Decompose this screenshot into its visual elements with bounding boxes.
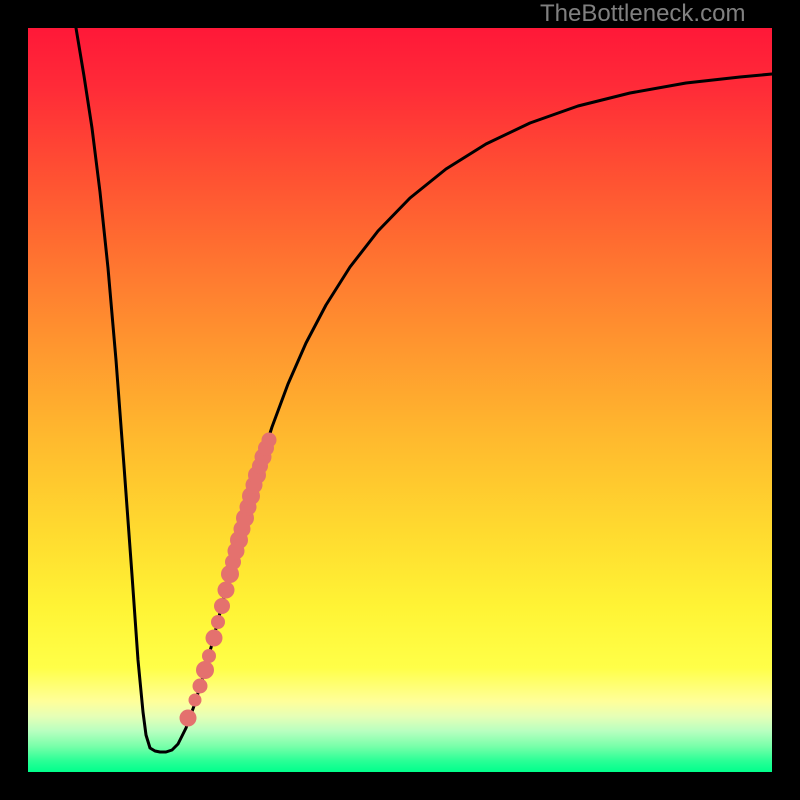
data-marker bbox=[218, 582, 235, 599]
data-marker bbox=[211, 615, 225, 629]
chart-overlay bbox=[0, 0, 800, 800]
data-marker bbox=[196, 661, 214, 679]
data-marker bbox=[189, 694, 202, 707]
data-marker bbox=[214, 598, 230, 614]
data-marker bbox=[193, 679, 208, 694]
data-marker bbox=[202, 649, 216, 663]
data-marker bbox=[180, 710, 197, 727]
data-marker bbox=[206, 630, 223, 647]
data-marker bbox=[262, 433, 277, 448]
bottleneck-curve bbox=[76, 28, 772, 752]
